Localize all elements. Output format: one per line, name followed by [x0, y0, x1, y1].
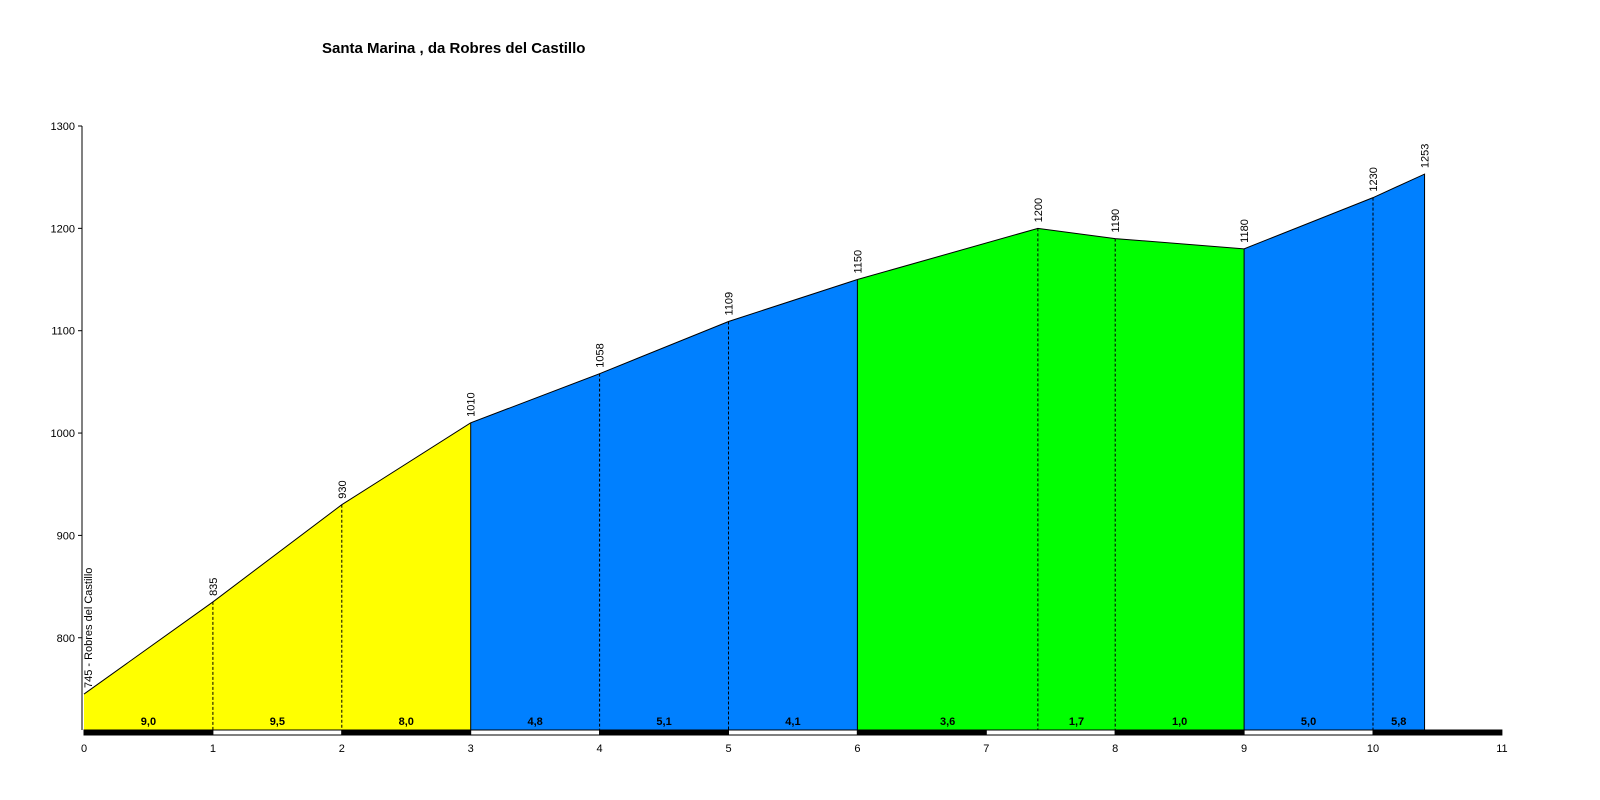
y-tick-label: 1300 [51, 121, 75, 133]
y-tick-label: 1100 [51, 326, 75, 338]
elevation-label: 1058 [595, 343, 607, 367]
x-tick-label: 3 [468, 743, 474, 755]
distance-bar-segment [599, 729, 729, 736]
segment-fills [84, 174, 1425, 731]
distance-bar-segment [985, 729, 1116, 736]
x-tick-label: 8 [1112, 743, 1118, 755]
distance-bar-segment [341, 729, 472, 736]
segment-fill [1115, 238, 1245, 730]
gradient-label: 9,5 [270, 716, 285, 728]
segment-fill [599, 321, 729, 730]
segment-fill [1244, 197, 1373, 730]
distance-bar-segment [728, 729, 858, 736]
y-tick-label: 1200 [51, 223, 75, 235]
elevation-label: 1150 [852, 250, 864, 274]
segment-fill [1037, 228, 1116, 730]
gradient-label: 8,0 [399, 716, 414, 728]
gradient-labels: 9,0 9,5 8,0 4,8 5,1 4,1 3,6 1,7 1,0 5,0 5,8 [141, 716, 1407, 728]
segment-fill [470, 373, 600, 730]
distance-bar-segment [212, 729, 343, 736]
profile-line [83, 173, 1426, 730]
x-tick-label: 11 [1496, 743, 1507, 755]
elevation-label: 1253 [1420, 144, 1432, 168]
distance-bar-segment [470, 729, 601, 736]
elevation-label: 1180 [1239, 219, 1251, 243]
start-label: 745 - Robres del Castillo [83, 568, 95, 688]
x-tick-label: 10 [1367, 743, 1379, 755]
elevation-label: 1109 [724, 292, 736, 316]
distance-bar-segment [83, 729, 214, 736]
gradient-label: 4,8 [528, 716, 543, 728]
segment-fill [341, 422, 471, 730]
kilometer-markers [212, 197, 1374, 730]
elevation-label: 1190 [1110, 209, 1122, 233]
y-axis: 800 900 1000 1100 1200 1300 [51, 121, 83, 730]
x-tick-label: 7 [983, 743, 989, 755]
x-tick-label: 5 [725, 743, 731, 755]
segment-fill [84, 601, 213, 730]
distance-bar-segment [1114, 729, 1245, 736]
segment-fill [1373, 174, 1425, 731]
gradient-label: 5,8 [1391, 716, 1406, 728]
distance-bar [83, 729, 1503, 736]
gradient-label: 1,7 [1069, 716, 1084, 728]
elevation-label: 1230 [1368, 167, 1380, 191]
segment-fill [857, 228, 1038, 730]
distance-bar-segment [1372, 729, 1503, 736]
x-tick-label: 2 [339, 743, 345, 755]
gradient-label: 5,1 [656, 716, 671, 728]
gradient-label: 4,1 [785, 716, 800, 728]
y-tick-label: 900 [57, 530, 75, 542]
distance-bar-segment [856, 729, 987, 736]
gradient-label: 1,0 [1172, 716, 1187, 728]
y-tick-label: 800 [57, 633, 75, 645]
x-tick-label: 6 [854, 743, 860, 755]
elevation-label: 1200 [1033, 198, 1045, 222]
x-tick-label: 0 [81, 743, 87, 755]
y-tick-label: 1000 [51, 428, 75, 440]
elevation-label: 930 [337, 480, 349, 498]
gradient-label: 3,6 [940, 716, 955, 728]
x-axis: 0 1 2 3 4 5 6 7 8 9 10 11 [81, 743, 1508, 755]
elevation-label: 1010 [466, 392, 478, 416]
gradient-label: 5,0 [1301, 716, 1316, 728]
elevation-label: 835 [208, 578, 220, 596]
gradient-label: 9,0 [141, 716, 156, 728]
elevation-labels: 835 930 1010 1058 1109 1150 1200 1190 1180 1230 12… [83, 144, 1432, 688]
x-tick-label: 1 [210, 743, 216, 755]
chart-title: Santa Marina , da Robres del Castillo [322, 40, 586, 57]
x-tick-label: 9 [1241, 743, 1247, 755]
distance-bar-segment [1243, 729, 1374, 736]
x-tick-label: 4 [597, 743, 603, 755]
segment-fill [212, 504, 342, 730]
segment-fill [728, 279, 858, 730]
